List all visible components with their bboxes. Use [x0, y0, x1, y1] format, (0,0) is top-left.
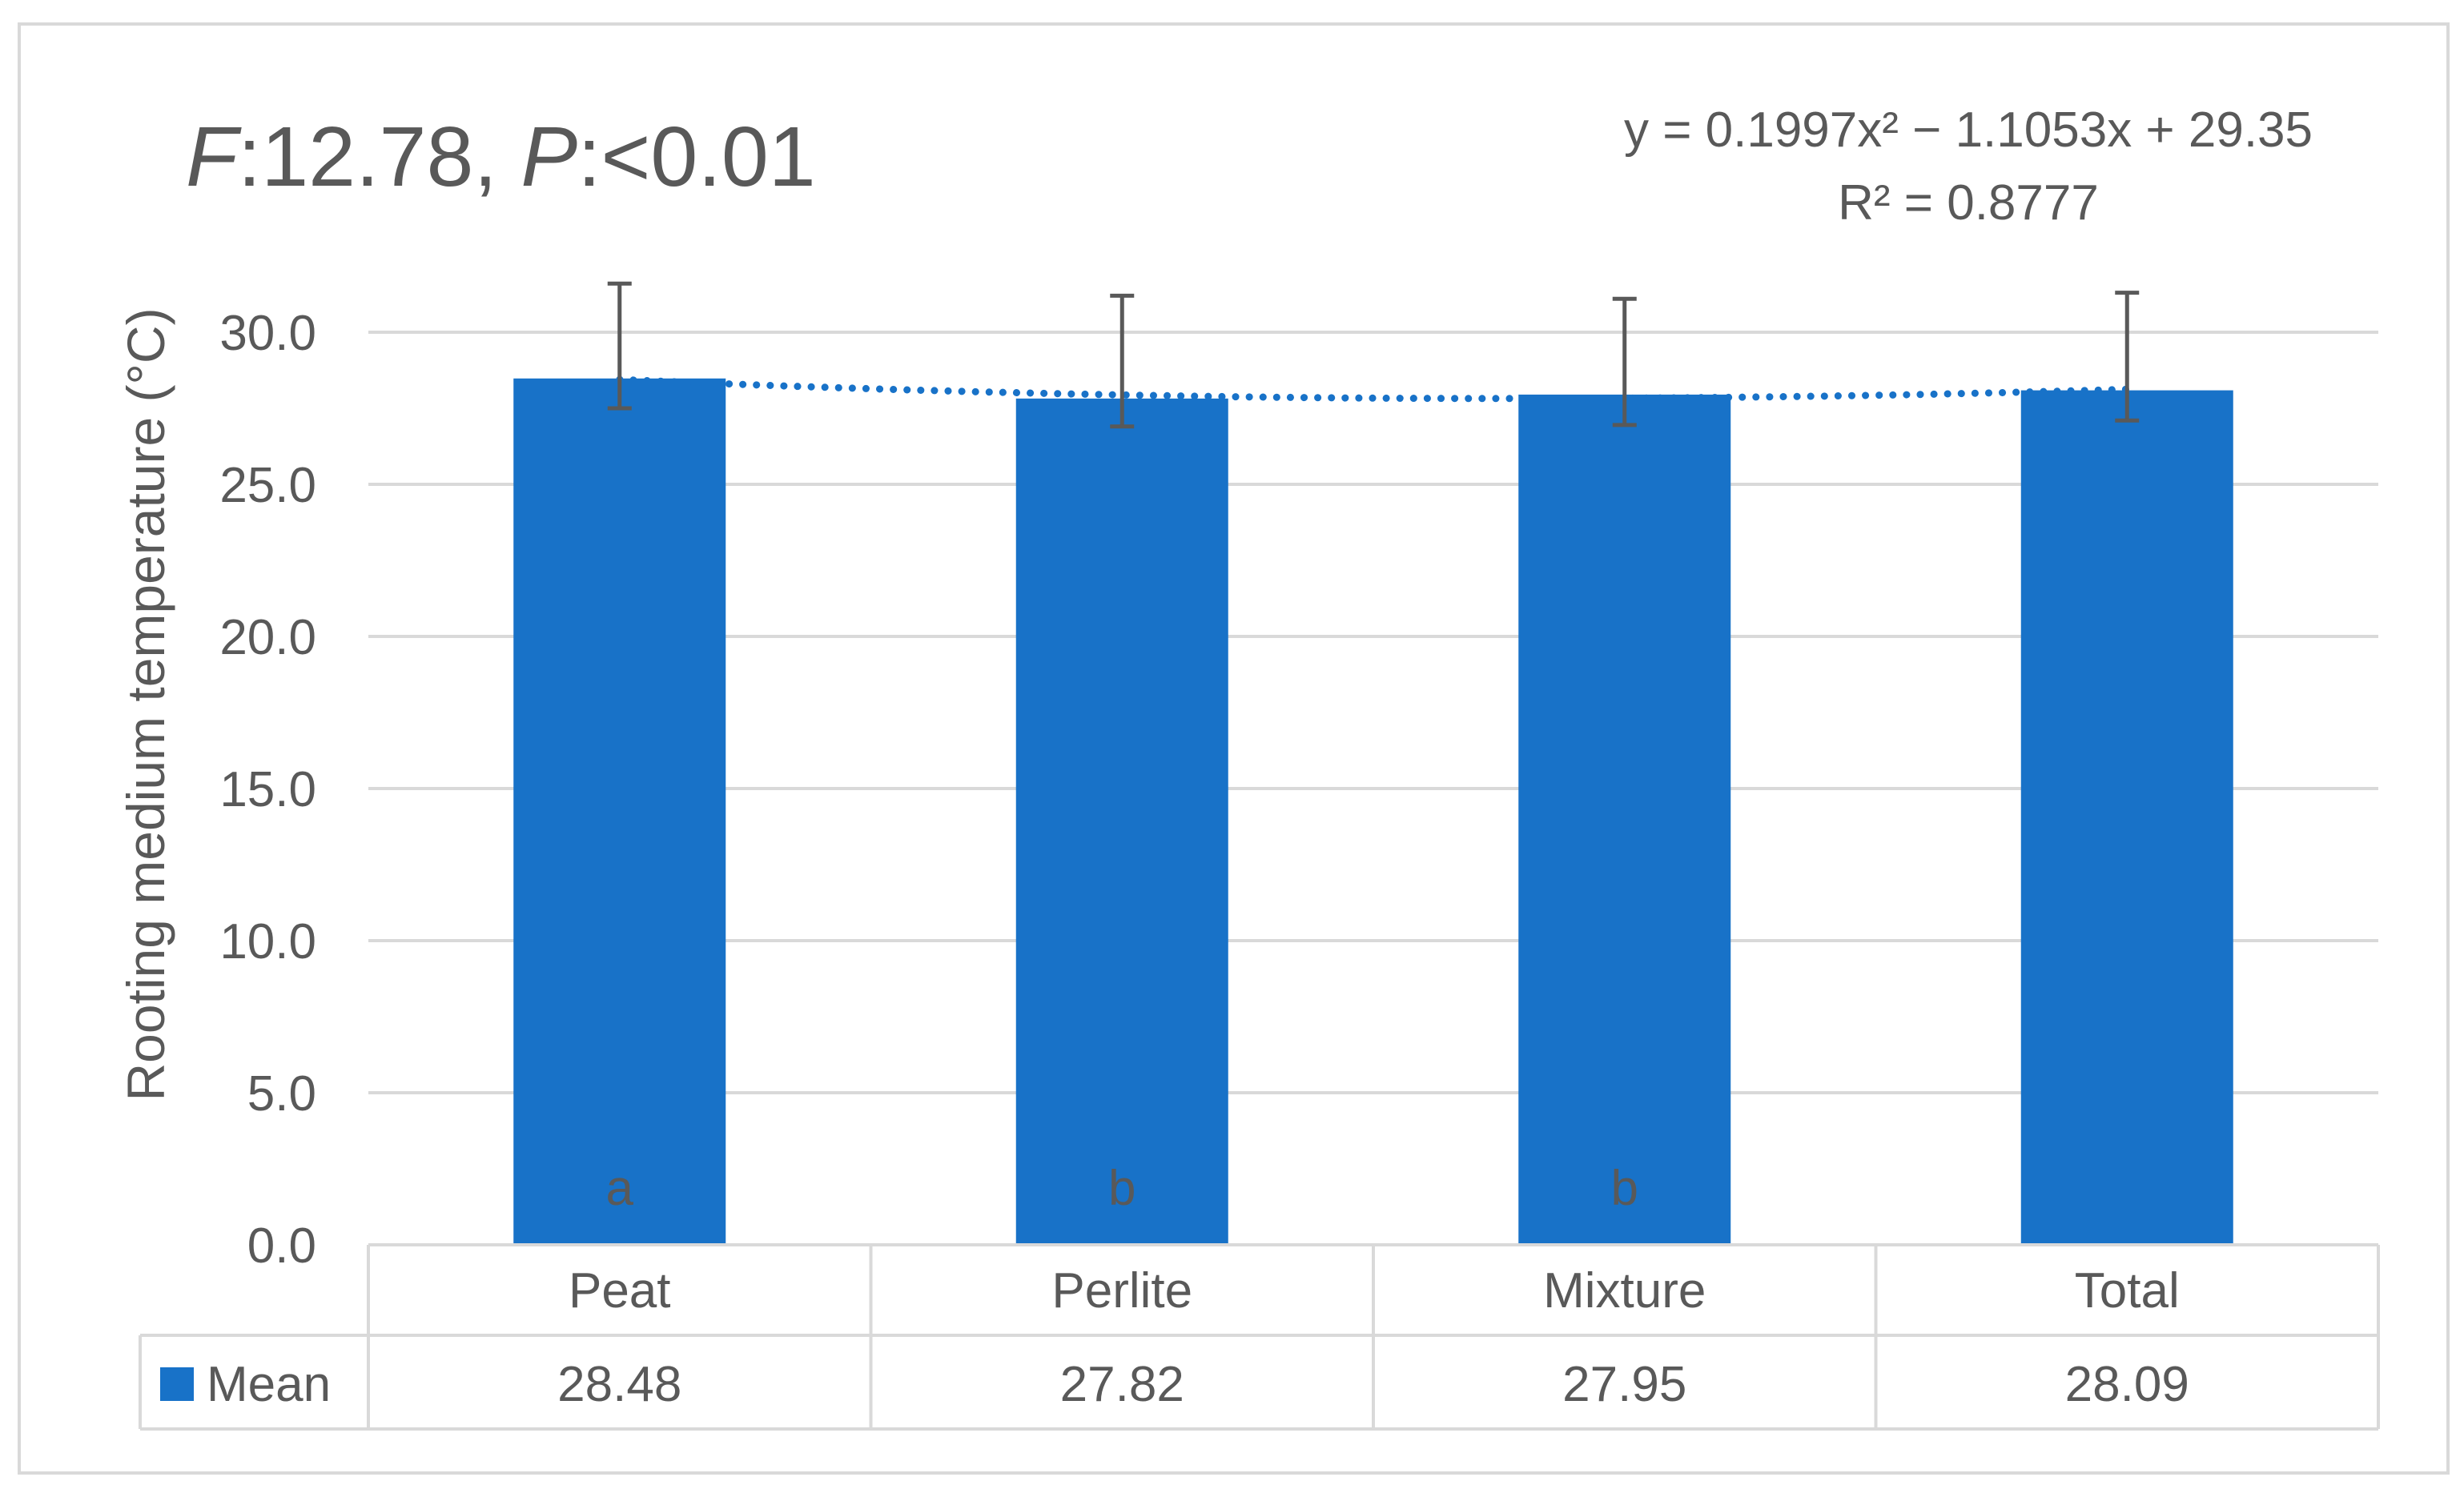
bar-total — [2020, 390, 2233, 1246]
y-tick-label: 0.0 — [247, 1218, 316, 1274]
data-table: Peat 28.48 Perlite 27.82 Mixture 27.95 Total 28… — [139, 1243, 2380, 1431]
significance-letter: a — [606, 1161, 634, 1216]
bar-peat — [513, 378, 726, 1245]
error-bar — [2115, 291, 2140, 423]
table-value: 27.82 — [1060, 1357, 1184, 1412]
y-tick-label: 10.0 — [219, 914, 316, 969]
category-label: Mixture — [1543, 1263, 1706, 1318]
category-label: Total — [2075, 1263, 2180, 1318]
category-label: Peat — [569, 1263, 671, 1318]
error-bar — [1110, 293, 1135, 429]
category-label: Perlite — [1051, 1263, 1192, 1318]
y-tick-label: 15.0 — [219, 762, 316, 817]
error-bar — [607, 281, 632, 411]
bar-perlite — [1015, 398, 1228, 1246]
trendline-r2: R² = 0.8777 — [1838, 175, 2099, 231]
error-bars — [607, 281, 2140, 429]
f-label: F — [186, 110, 242, 204]
y-axis-label: Rooting medium temperature (°C) — [116, 307, 175, 1101]
table-value: 28.48 — [557, 1357, 681, 1412]
legend-label: Mean — [207, 1357, 331, 1412]
trendline — [616, 375, 2131, 403]
p-value: :<0.01 — [577, 110, 816, 204]
y-tick-label: 25.0 — [219, 458, 316, 513]
legend-swatch — [160, 1367, 194, 1401]
p-label: P — [521, 110, 577, 204]
bar-mixture — [1518, 394, 1731, 1245]
error-bar — [1612, 296, 1637, 427]
stats-annotation: F:12.78, P:<0.01 — [186, 110, 816, 204]
y-tick-label: 20.0 — [219, 610, 316, 665]
significance-letter: b — [1108, 1161, 1136, 1216]
y-tick-labels: 0.0 5.0 10.0 15.0 20.0 25.0 30.0 — [219, 306, 316, 1274]
y-tick-label: 30.0 — [219, 306, 316, 361]
table-value: 27.95 — [1562, 1357, 1686, 1412]
f-value: :12.78, — [238, 110, 521, 204]
bars — [513, 378, 2233, 1246]
y-tick-label: 5.0 — [247, 1066, 316, 1122]
table-value: 28.09 — [2065, 1357, 2189, 1412]
significance-letter: b — [1611, 1161, 1638, 1216]
trendline-equation: y = 0.1997x² − 1.1053x + 29.35 — [1624, 102, 2313, 158]
